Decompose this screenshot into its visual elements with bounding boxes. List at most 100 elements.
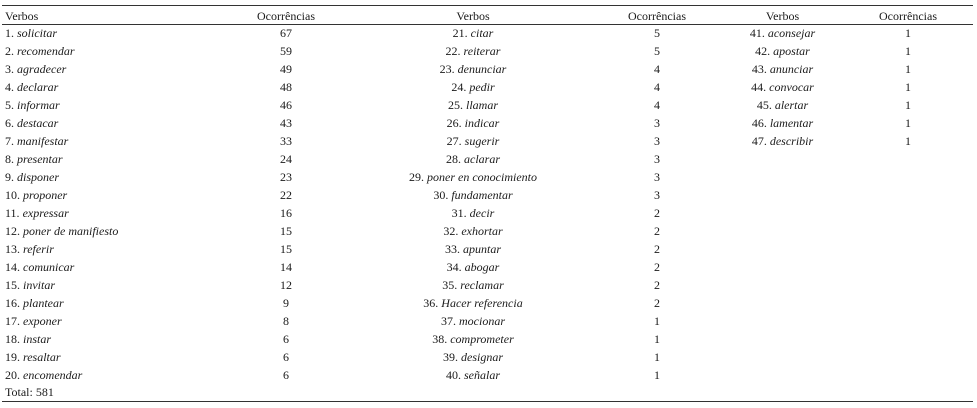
verb-row: 16. plantear bbox=[5, 294, 205, 312]
verb-row: 9. disponer bbox=[5, 168, 205, 186]
group2-count-header: Ocorrências bbox=[628, 9, 686, 23]
verb-rank: 33. bbox=[444, 242, 460, 256]
verb-row: 1. solicitar bbox=[5, 24, 205, 42]
verb-name: lamentar bbox=[769, 116, 814, 130]
verb-name: informar bbox=[17, 98, 60, 112]
occurrence-count: 1 bbox=[654, 314, 660, 328]
verb-name: designar bbox=[461, 350, 503, 364]
verb-row: 46. lamentar bbox=[720, 114, 845, 132]
verb-name: aclarar bbox=[464, 152, 500, 166]
top-rule bbox=[2, 5, 973, 6]
verb-row: 26. indicar bbox=[358, 114, 588, 132]
verb-name: fundamentar bbox=[451, 188, 513, 202]
verb-name: comunicar bbox=[23, 260, 75, 274]
verb-rank: 29. bbox=[409, 170, 425, 184]
verb-row: 31. decir bbox=[358, 204, 588, 222]
verb-row: 3. agradecer bbox=[5, 60, 205, 78]
occurrence-count: 15 bbox=[280, 224, 292, 238]
occurrence-count: 43 bbox=[280, 116, 292, 130]
verb-row: 37. mocionar bbox=[358, 312, 588, 330]
verb-rank: 4. bbox=[5, 80, 14, 94]
occurrence-count: 4 bbox=[654, 98, 660, 112]
verb-row: 4. declarar bbox=[5, 78, 205, 96]
occurrence-count: 1 bbox=[654, 332, 660, 346]
bottom-rule bbox=[2, 401, 973, 402]
group1-count-header: Ocorrências bbox=[257, 9, 315, 23]
verb-rank: 38. bbox=[432, 332, 448, 346]
verb-rank: 39. bbox=[443, 350, 458, 364]
verb-rank: 13. bbox=[5, 242, 20, 256]
occurrence-count: 2 bbox=[654, 206, 660, 220]
verb-name: pedir bbox=[469, 80, 495, 94]
occurrence-count: 14 bbox=[280, 260, 292, 274]
verb-name: exhortar bbox=[461, 224, 503, 238]
verb-rank: 24. bbox=[451, 80, 467, 94]
verb-name: exponer bbox=[23, 314, 62, 328]
occurrence-count: 1 bbox=[905, 62, 911, 76]
occurrence-count: 15 bbox=[280, 242, 292, 256]
verb-row: 42. apostar bbox=[720, 42, 845, 60]
verb-name: poner en conocimiento bbox=[427, 170, 537, 184]
verb-row: 8. presentar bbox=[5, 150, 205, 168]
occurrence-count: 8 bbox=[283, 314, 289, 328]
verb-name: llamar bbox=[465, 98, 498, 112]
verb-rank: 6. bbox=[5, 116, 14, 130]
occurrence-count: 5 bbox=[654, 26, 660, 40]
occurrence-count: 6 bbox=[283, 368, 289, 382]
verb-rank: 16. bbox=[5, 296, 20, 310]
verb-name: describir bbox=[769, 134, 814, 148]
verb-name: expressar bbox=[22, 206, 69, 220]
verb-row: 29. poner en conocimiento bbox=[358, 168, 588, 186]
occurrence-count: 49 bbox=[280, 62, 292, 76]
verb-row: 10. proponer bbox=[5, 186, 205, 204]
verb-rank: 27. bbox=[446, 134, 462, 148]
verb-rank: 2. bbox=[5, 44, 14, 58]
occurrence-count: 6 bbox=[283, 350, 289, 364]
occurrence-count: 3 bbox=[654, 188, 660, 202]
verb-rank: 37. bbox=[441, 314, 456, 328]
verb-row: 20. encomendar bbox=[5, 366, 205, 384]
verb-name: recomendar bbox=[17, 44, 75, 58]
occurrence-count: 1 bbox=[905, 116, 911, 130]
verb-rank: 47. bbox=[751, 134, 767, 148]
verb-row: 22. reiterar bbox=[358, 42, 588, 60]
occurrence-count: 2 bbox=[654, 224, 660, 238]
verb-name: sugerir bbox=[464, 134, 500, 148]
verb-rank: 19. bbox=[5, 350, 20, 364]
verb-rank: 22. bbox=[445, 44, 461, 58]
group2-count-column: Ocorrências 5 5 4 4 4 3 3 3 3 3 2 2 2 2 2 2 1 1 1 1 bbox=[607, 6, 707, 384]
occurrence-count: 5 bbox=[654, 44, 660, 58]
verb-row: 5. informar bbox=[5, 96, 205, 114]
verb-name: convocar bbox=[769, 80, 814, 94]
group3-verbs-column: Verbos 41. aconsejar 42. apostar 43. anunc… bbox=[720, 6, 845, 150]
verb-rank: 17. bbox=[5, 314, 20, 328]
verb-rank: 35. bbox=[442, 278, 458, 292]
verb-rank: 20. bbox=[5, 368, 20, 382]
verb-row: 6. destacar bbox=[5, 114, 205, 132]
verb-rank: 3. bbox=[5, 62, 14, 76]
verb-rank: 1. bbox=[5, 26, 14, 40]
verb-row: 32. exhortar bbox=[358, 222, 588, 240]
verb-row: 24. pedir bbox=[358, 78, 588, 96]
verb-rank: 46. bbox=[751, 116, 767, 130]
verb-rank: 36. bbox=[423, 296, 439, 310]
group1-verbs-header: Verbos bbox=[5, 9, 39, 23]
verb-name: disponer bbox=[17, 170, 59, 184]
verb-rank: 30. bbox=[433, 188, 449, 202]
group2-verbs-column: Verbos 21. citar 22. reiterar 23. denuncia… bbox=[358, 6, 588, 384]
verb-row: 39. designar bbox=[358, 348, 588, 366]
verb-rank: 8. bbox=[5, 152, 14, 166]
verb-rank: 26. bbox=[446, 116, 462, 130]
occurrence-count: 1 bbox=[905, 98, 911, 112]
group3-verbs-header: Verbos bbox=[765, 9, 800, 23]
verb-name: apostar bbox=[773, 44, 810, 58]
verb-name: alertar bbox=[774, 98, 809, 112]
verb-rank: 10. bbox=[5, 188, 20, 202]
verb-name: agradecer bbox=[17, 62, 67, 76]
verb-row: 27. sugerir bbox=[358, 132, 588, 150]
occurrence-count: 12 bbox=[280, 278, 292, 292]
verb-row: 19. resaltar bbox=[5, 348, 205, 366]
verb-row: 41. aconsejar bbox=[720, 24, 845, 42]
verb-name: reclamar bbox=[460, 278, 504, 292]
